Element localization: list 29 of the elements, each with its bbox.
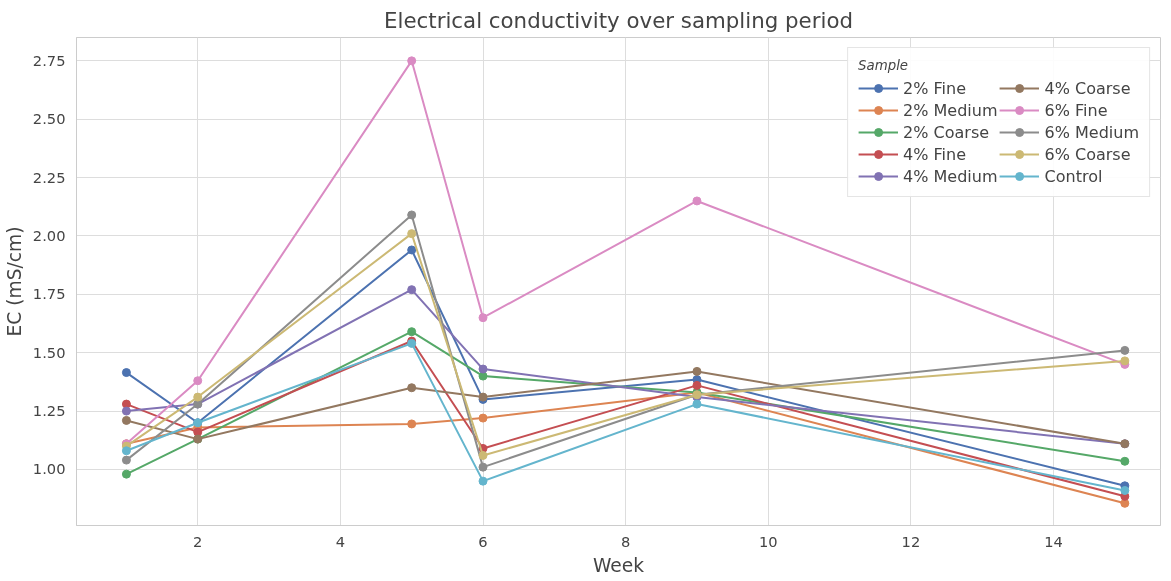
y-tick-label: 1.00 <box>32 460 66 478</box>
y-axis-title: EC (mS/cm) <box>3 226 25 337</box>
legend-label: 6% Medium <box>1044 122 1139 142</box>
x-tick-label: 14 <box>1044 532 1063 550</box>
legend-label: 2% Medium <box>903 100 998 120</box>
y-tick-label: 1.75 <box>32 285 66 303</box>
legend-label: 4% Fine <box>903 144 967 164</box>
x-axis-title: Week <box>592 554 645 576</box>
legend-title: Sample <box>858 58 910 73</box>
y-tick-label: 1.50 <box>32 343 66 361</box>
legend-label: 4% Medium <box>903 166 998 186</box>
x-tick-label: 4 <box>335 532 346 550</box>
chart-title: Electrical conductivity over sampling period <box>384 7 853 33</box>
x-tick-label: 2 <box>193 532 203 550</box>
legend-label: Control <box>1044 166 1103 186</box>
legend-label: 6% Fine <box>1044 100 1108 120</box>
legend-label: 2% Fine <box>903 78 967 98</box>
y-tick-label: 2.00 <box>32 226 66 244</box>
x-tick-label: 12 <box>901 532 921 550</box>
y-tick-label: 1.25 <box>32 402 66 420</box>
x-tick-label: 10 <box>758 532 778 550</box>
y-tick-label: 2.25 <box>32 168 66 186</box>
legend-label: 4% Coarse <box>1044 78 1131 98</box>
x-tick-label: 6 <box>478 532 488 550</box>
y-tick-label: 2.50 <box>32 110 66 128</box>
legend-label: 6% Coarse <box>1044 144 1131 164</box>
legend-label: 2% Coarse <box>903 122 990 142</box>
y-tick-label: 2.75 <box>32 51 66 69</box>
x-tick-label: 8 <box>620 532 631 550</box>
